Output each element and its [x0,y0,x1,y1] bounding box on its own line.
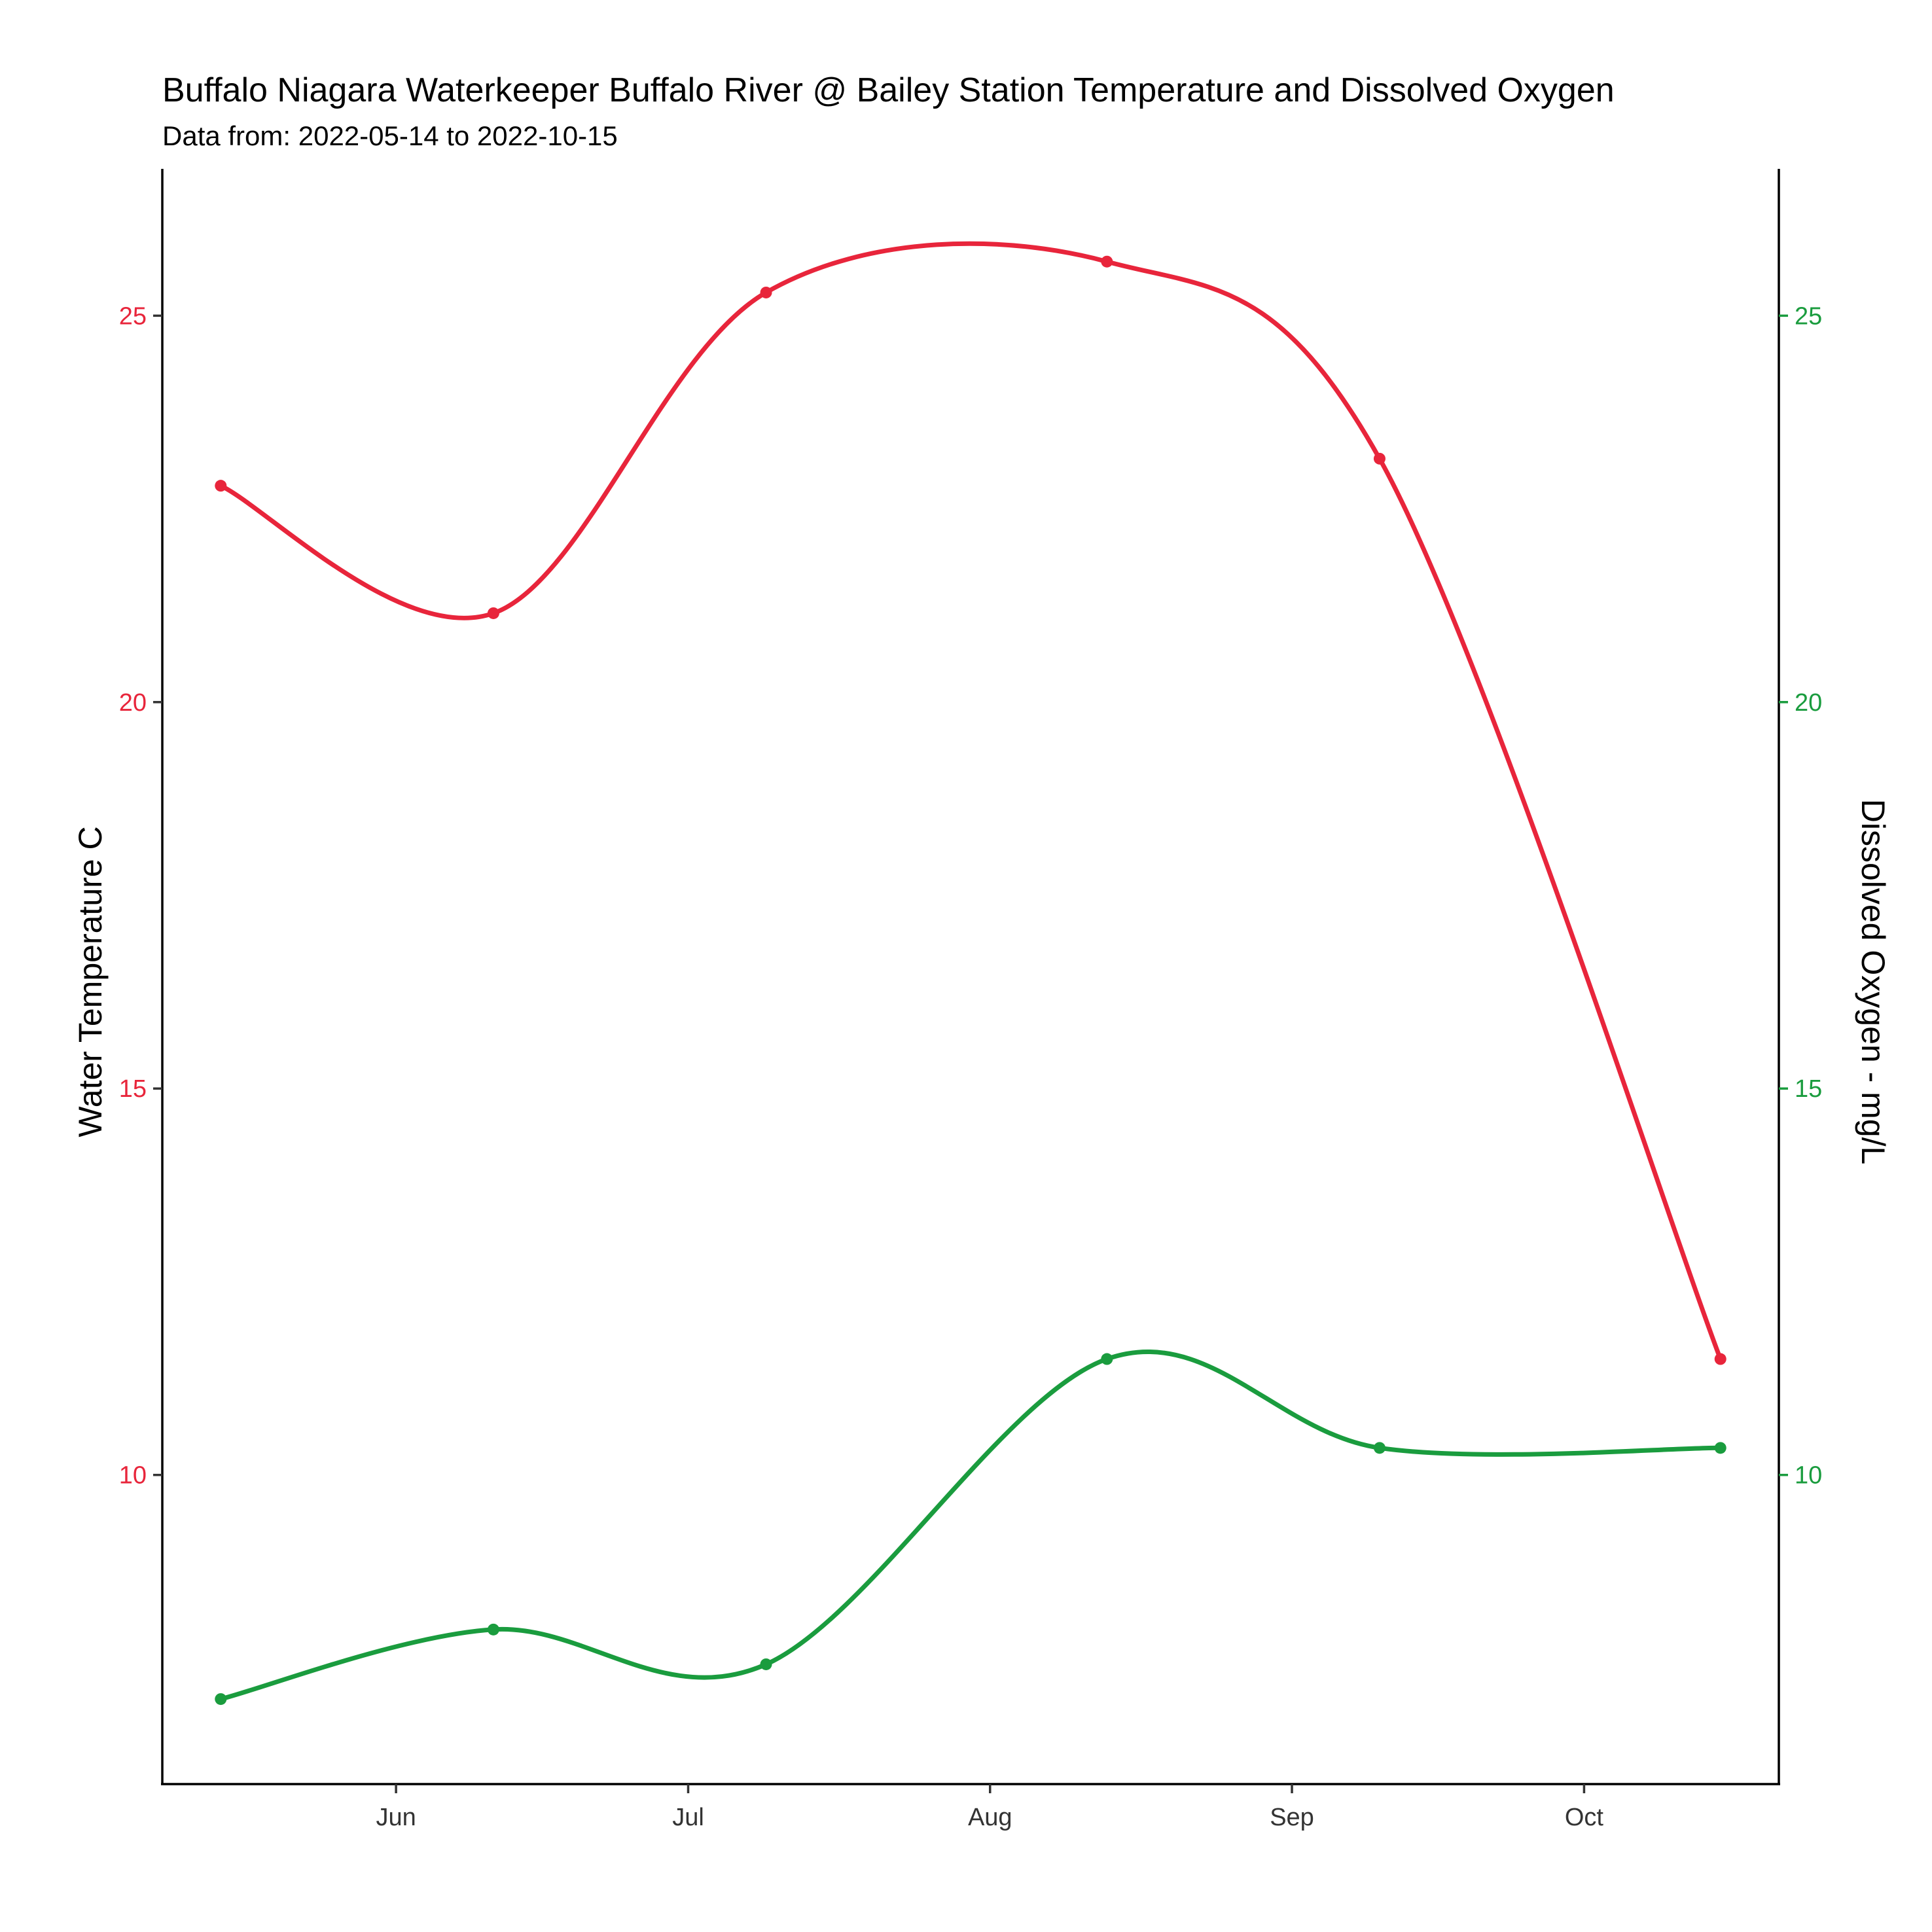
dissolved-oxygen-point [1373,1442,1386,1454]
y-right-tick-label: 10 [1795,1462,1822,1490]
x-tick-label: Jul [672,1804,704,1831]
y-right-tick-label: 15 [1795,1075,1822,1103]
y-right-tick-label: 25 [1795,302,1822,330]
temperature-point [487,607,499,619]
temperature-point [215,480,227,492]
y-left-axis-title: Water Temperature C [72,826,109,1137]
temperature-point [760,286,772,298]
chart-subtitle: Data from: 2022-05-14 to 2022-10-15 [162,120,618,151]
dissolved-oxygen-point [487,1623,499,1636]
chart-title: Buffalo Niagara Waterkeeper Buffalo Rive… [162,71,1615,109]
temperature-point [1101,255,1113,268]
dissolved-oxygen-point [215,1693,227,1706]
x-ticks: Jun Jul Aug Sep Oct [376,1784,1603,1831]
x-tick-label: Jun [376,1804,416,1831]
series-layer [215,241,1726,1706]
temperature-point [1714,1353,1726,1365]
temperature-point [1373,452,1386,465]
x-tick-label: Sep [1270,1804,1314,1831]
dissolved-oxygen-point [1101,1353,1113,1365]
x-tick-label: Oct [1565,1804,1604,1831]
y-right-tick-label: 20 [1795,689,1822,717]
y-left-tick-label: 10 [119,1462,147,1490]
x-tick-label: Aug [968,1804,1012,1831]
y-left-tick-label: 20 [119,689,147,717]
temperature-line [218,241,1723,1361]
dissolved-oxygen-line [218,1350,1723,1702]
y-left-ticks: 10 15 20 25 [119,302,162,1490]
y-left-tick-label: 15 [119,1075,147,1103]
y-right-ticks: 10 15 20 25 [1779,302,1822,1490]
dissolved-oxygen-point [760,1658,772,1670]
y-left-tick-label: 25 [119,302,147,330]
y-right-axis-title: Dissolved Oxygen - mg/L [1855,799,1891,1165]
dissolved-oxygen-point [1714,1442,1726,1454]
